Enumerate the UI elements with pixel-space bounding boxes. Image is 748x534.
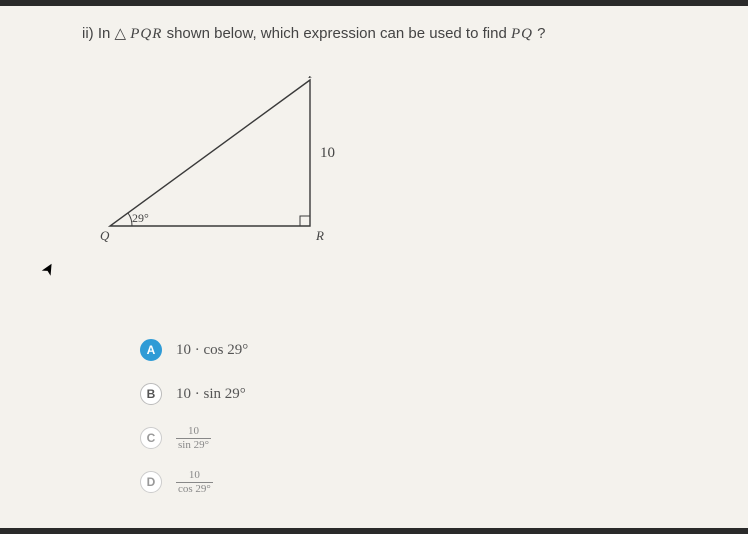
cursor-icon: ➤: [37, 258, 61, 280]
option-d-letter: D: [147, 475, 156, 489]
answer-options: A 10 · cos 29° B 10 · sin 29° C 10 sin 2…: [140, 336, 248, 512]
triangle-shape: [110, 80, 310, 226]
option-a-letter: A: [147, 343, 156, 357]
triangle-diagram: P Q R 29° 10: [100, 76, 360, 256]
option-c-text: 10 sin 29°: [176, 425, 211, 450]
option-a[interactable]: A 10 · cos 29°: [140, 336, 248, 364]
option-b-circle: B: [140, 383, 162, 405]
option-d-numerator: 10: [187, 469, 202, 481]
vertex-label-p: P: [307, 76, 316, 81]
question-text: ii) In △ PQR shown below, which expressi…: [82, 24, 545, 43]
option-c-letter: C: [147, 431, 156, 445]
option-d-denominator: cos 29°: [176, 482, 213, 495]
option-b[interactable]: B 10 · sin 29°: [140, 380, 248, 408]
question-prefix: ii) In: [82, 25, 110, 42]
option-a-circle: A: [140, 339, 162, 361]
option-c-numerator: 10: [186, 425, 201, 437]
question-suffix: ?: [533, 25, 546, 42]
vertex-label-r: R: [315, 228, 324, 243]
option-a-text: 10 · cos 29°: [176, 342, 248, 359]
side-label: 10: [320, 145, 335, 161]
option-c-denominator: sin 29°: [176, 438, 211, 451]
option-c-fraction: 10 sin 29°: [176, 425, 211, 450]
option-c[interactable]: C 10 sin 29°: [140, 424, 248, 452]
option-c-circle: C: [140, 427, 162, 449]
target-side: PQ: [511, 26, 533, 42]
right-angle-marker: [300, 216, 310, 226]
option-d-text: 10 cos 29°: [176, 469, 213, 494]
angle-label: 29°: [132, 211, 149, 225]
option-b-letter: B: [147, 387, 156, 401]
triangle-symbol: △: [115, 26, 127, 42]
triangle-name: PQR: [130, 26, 162, 42]
vertex-label-q: Q: [100, 228, 110, 243]
option-d-fraction: 10 cos 29°: [176, 469, 213, 494]
triangle-svg: P Q R 29° 10: [100, 76, 360, 256]
option-d[interactable]: D 10 cos 29°: [140, 468, 248, 496]
question-middle: shown below, which expression can be use…: [162, 25, 511, 42]
option-b-text: 10 · sin 29°: [176, 386, 246, 403]
page-background: ii) In △ PQR shown below, which expressi…: [0, 6, 748, 528]
option-d-circle: D: [140, 471, 162, 493]
